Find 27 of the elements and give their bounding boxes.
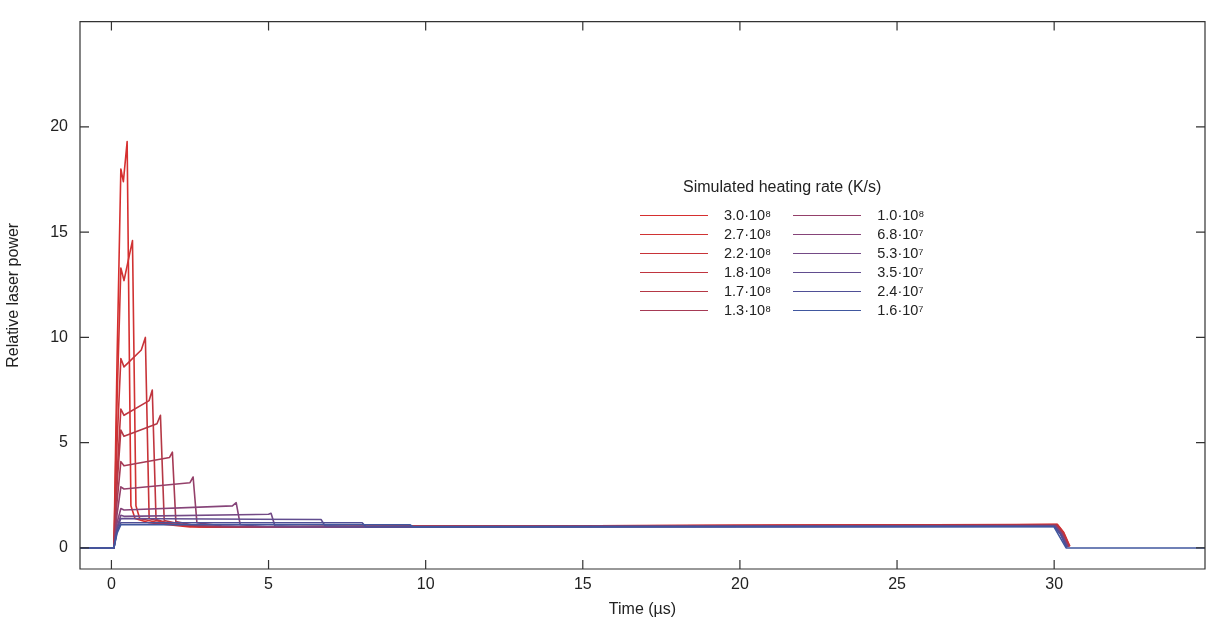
legend-label: 1.0·10⁸ [877,206,925,224]
y-tick-label: 5 [59,433,69,451]
legend-label: 3.5·10⁷ [877,263,924,281]
x-tick-label: 0 [106,575,116,593]
legend-title: Simulated heating rate (K/s) [682,178,883,196]
y-tick-label: 20 [50,117,69,135]
legend-label: 1.6·10⁷ [877,301,924,319]
legend-label: 2.4·10⁷ [877,282,924,300]
x-tick-label: 20 [731,575,749,593]
x-tick-label: 5 [264,575,274,593]
legend-label: 3.0·10⁸ [724,206,772,224]
x-tick-label: 30 [1045,575,1064,593]
legend-label: 6.8·10⁷ [877,225,924,243]
legend-label: 5.3·10⁷ [877,244,924,262]
y-tick-label: 10 [50,327,69,345]
legend-label: 1.3·10⁸ [724,301,772,319]
legend-label: 1.8·10⁸ [724,263,772,281]
legend-label: 2.2·10⁸ [724,244,772,262]
y-tick-label: 0 [59,538,69,556]
x-tick-label: 15 [573,575,592,593]
y-tick-label: 15 [50,222,69,240]
x-axis-title: Time (µs) [608,599,677,617]
y-axis-title: Relative laser power [4,222,22,368]
x-tick-label: 25 [888,575,907,593]
x-tick-label: 10 [416,575,435,593]
legend-label: 1.7·10⁸ [724,282,772,300]
legend-label: 2.7·10⁸ [724,225,772,243]
